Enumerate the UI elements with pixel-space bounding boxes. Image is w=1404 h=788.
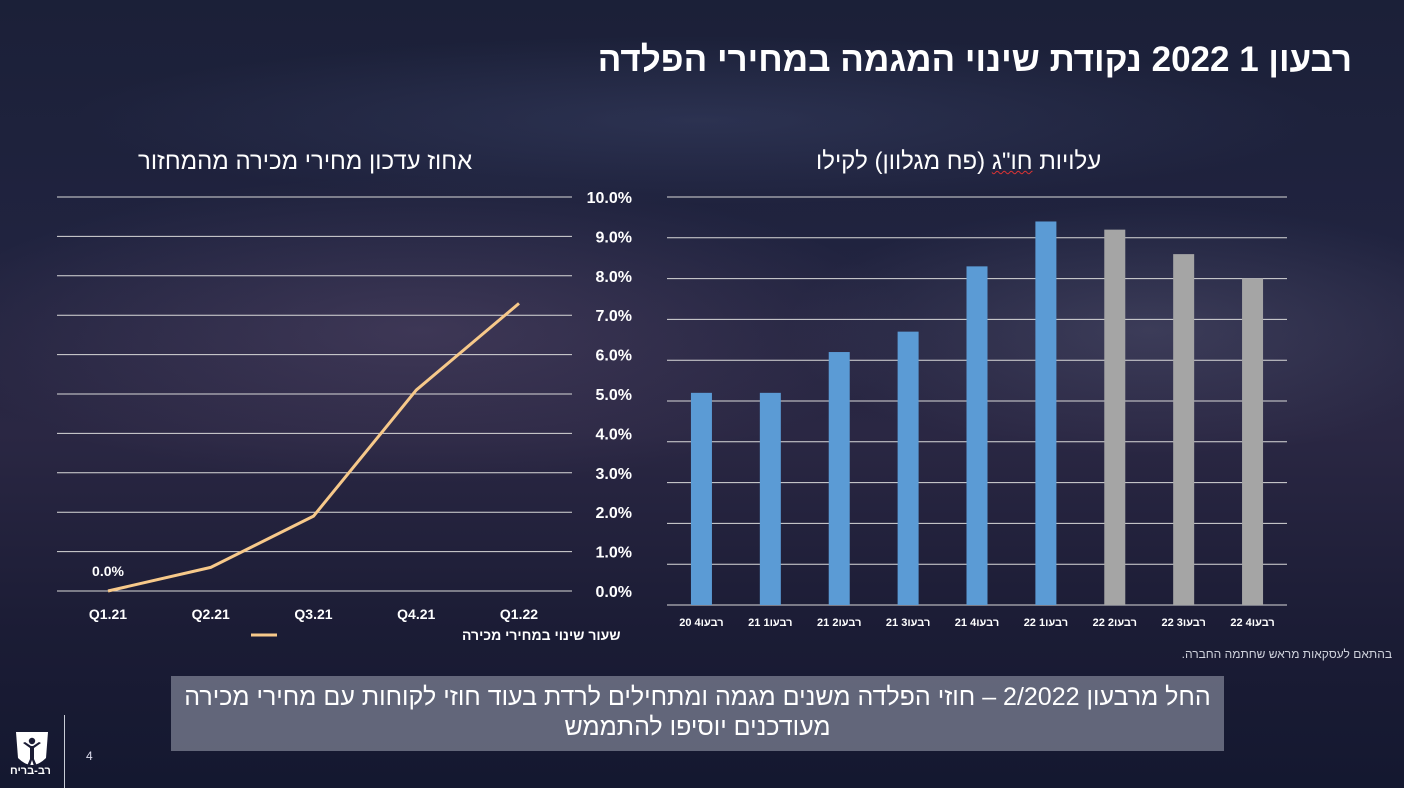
callout-box: החל מרבעון 2/2022 – חוזי הפלדה משנים מגמ… (171, 676, 1224, 751)
source-note: בהתאם לעסקאות מראש שחתמה החברה. (1181, 647, 1392, 661)
bar-x-tick-label: רבעו3 22 (1161, 617, 1205, 629)
bar-x-tick-label: רבעו1 22 (1024, 617, 1068, 629)
bar-x-tick-label: רבעו3 21 (886, 617, 930, 629)
line-x-tick-label: Q2.21 (192, 606, 230, 622)
line-x-tick-label: Q3.21 (294, 606, 332, 622)
bar (1104, 229, 1126, 605)
bar (897, 331, 919, 605)
y-tick-label: 8.0% (596, 269, 632, 286)
line-chart-title: אחוז עדכון מחירי מכירה מהמחזור (138, 148, 473, 175)
bar-x-tick-label: רבעו1 21 (748, 617, 792, 629)
y-tick-label: 9.0% (596, 229, 632, 246)
bar (828, 352, 850, 605)
bar (690, 392, 712, 605)
y-tick-label: 6.0% (596, 348, 632, 365)
line-x-tick-label: Q1.22 (500, 606, 538, 622)
line-legend-label: שעור שינוי במחירי מכירה (462, 627, 621, 643)
bar (1173, 254, 1195, 605)
bar-x-tick-label: רבעו2 22 (1093, 617, 1137, 629)
bar (1242, 278, 1264, 605)
bar-chart-title: עלויות חו"ג (פח מגלוון) לקילו (816, 148, 1101, 176)
page-title: רבעון 1 2022 נקודת שינוי המגמה במחירי הפ… (597, 40, 1352, 79)
bar-x-tick-label: רבעו2 21 (817, 617, 861, 629)
bar-chart-title-part-3: (פח מגלוון) לקילו (816, 148, 992, 175)
bar-x-tick-label: רבעו4 20 (679, 617, 723, 629)
bar (759, 392, 781, 605)
y-tick-label: 0.0% (596, 584, 632, 601)
y-tick-label: 5.0% (596, 387, 632, 404)
line-x-tick-label: Q4.21 (397, 606, 435, 622)
y-tick-label: 2.0% (596, 505, 632, 522)
page-number: 4 (86, 749, 93, 763)
bar-chart-title-part-1: עלויות (1032, 148, 1102, 175)
logo-text: רב-בריח (10, 765, 51, 777)
y-tick-label: 4.0% (596, 426, 632, 443)
bar-chart-title-part-2: חו"ג (991, 148, 1033, 175)
bar (966, 266, 988, 605)
y-tick-label: 1.0% (596, 545, 632, 562)
bar-x-tick-label: רבעו4 21 (955, 617, 999, 629)
bar-x-tick-label: רבעו4 22 (1230, 617, 1274, 629)
line-data-label: 0.0% (92, 563, 124, 579)
y-tick-label: 10.0% (587, 190, 632, 207)
line-x-tick-label: Q1.21 (89, 606, 127, 622)
logo-icon (16, 732, 48, 766)
footer-divider (64, 715, 65, 788)
y-tick-label: 3.0% (596, 466, 632, 483)
y-tick-label: 7.0% (596, 308, 632, 325)
line-series (107, 302, 520, 593)
bar (1035, 221, 1057, 606)
